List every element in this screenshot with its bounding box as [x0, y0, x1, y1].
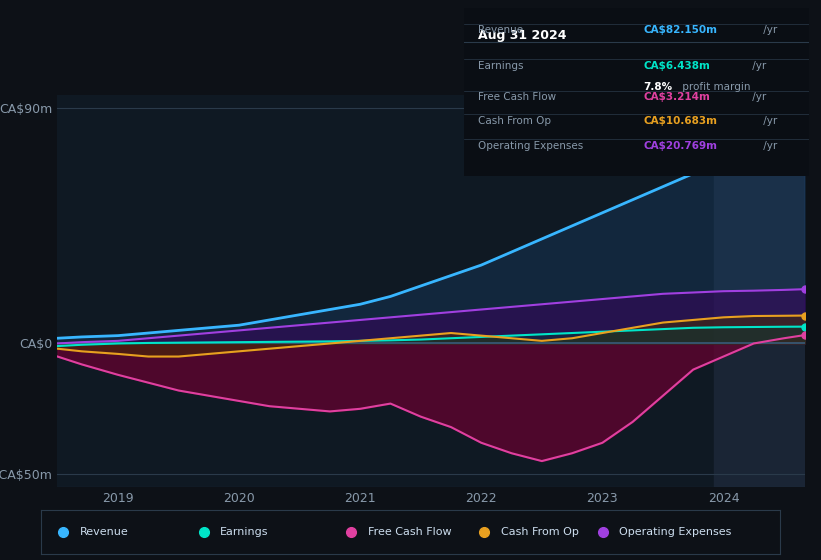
- Text: CA$82.150m: CA$82.150m: [643, 25, 718, 35]
- Text: Aug 31 2024: Aug 31 2024: [478, 29, 566, 41]
- Text: CA$3.214m: CA$3.214m: [643, 92, 710, 102]
- Text: Free Cash Flow: Free Cash Flow: [478, 92, 556, 102]
- Text: /yr: /yr: [760, 25, 777, 35]
- Text: Operating Expenses: Operating Expenses: [478, 141, 583, 151]
- Text: Cash From Op: Cash From Op: [501, 527, 579, 537]
- Text: profit margin: profit margin: [680, 82, 751, 92]
- Text: CA$20.769m: CA$20.769m: [643, 141, 718, 151]
- Text: /yr: /yr: [749, 92, 766, 102]
- Text: /yr: /yr: [760, 116, 777, 126]
- Text: /yr: /yr: [749, 60, 766, 71]
- Text: CA$6.438m: CA$6.438m: [643, 60, 710, 71]
- Text: CA$10.683m: CA$10.683m: [643, 116, 718, 126]
- Text: Earnings: Earnings: [478, 60, 523, 71]
- Text: Earnings: Earnings: [220, 527, 268, 537]
- Text: Cash From Op: Cash From Op: [478, 116, 551, 126]
- Text: 7.8%: 7.8%: [643, 82, 672, 92]
- Text: Revenue: Revenue: [80, 527, 128, 537]
- Text: Revenue: Revenue: [478, 25, 523, 35]
- Bar: [713, 95, 805, 487]
- Text: Free Cash Flow: Free Cash Flow: [368, 527, 452, 537]
- Text: Operating Expenses: Operating Expenses: [619, 527, 732, 537]
- Text: /yr: /yr: [760, 141, 777, 151]
